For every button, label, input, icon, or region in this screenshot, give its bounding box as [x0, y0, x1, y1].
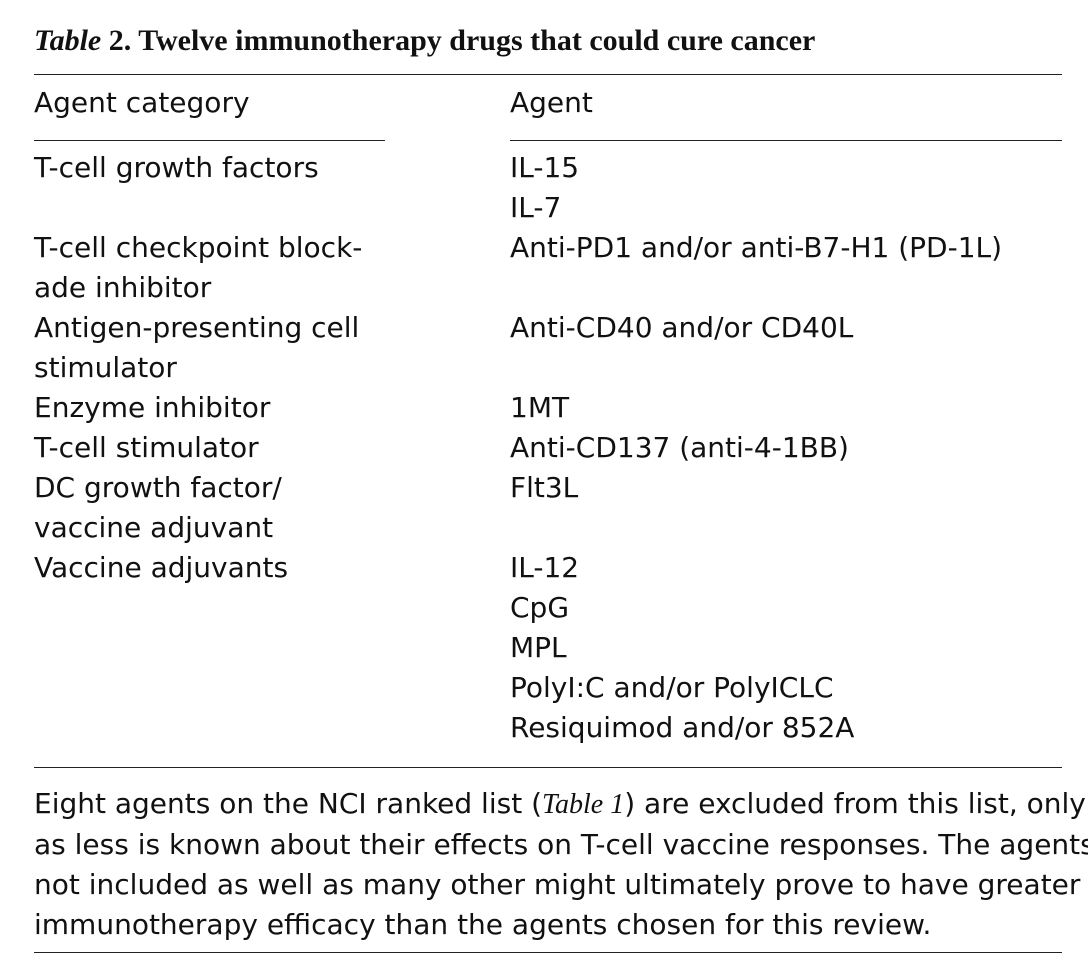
footnote-text: ) are excluded from this list, only	[624, 787, 1086, 820]
footnote-line: Eight agents on the NCI ranked list (Tab…	[34, 784, 1086, 825]
category-cell: T-cell growth factors	[34, 151, 319, 184]
column-header-category: Agent category	[34, 86, 250, 119]
category-cell: T-cell checkpoint block-	[34, 231, 363, 264]
footnote-text: Eight agents on the NCI ranked list (	[34, 787, 543, 820]
agent-cell: Anti-CD40 and/or CD40L	[510, 311, 854, 344]
table-title-number: 2.	[108, 24, 132, 57]
footnote-line: as less is known about their effects on …	[34, 828, 1088, 861]
category-cell: Enzyme inhibitor	[34, 391, 271, 424]
category-cell: stimulator	[34, 351, 177, 384]
agent-cell: MPL	[510, 631, 567, 664]
agent-cell: IL-15	[510, 151, 580, 184]
table-footnote: Eight agents on the NCI ranked list (Tab…	[34, 784, 1088, 945]
footnote-bottom-rule	[34, 952, 1062, 953]
header-rule-category	[34, 140, 385, 141]
agent-cell: Resiquimod and/or 852A	[510, 711, 855, 744]
category-cell: Vaccine adjuvants	[34, 551, 289, 584]
agent-cell: Anti-CD137 (anti-4-1BB)	[510, 431, 849, 464]
table-title-prefix: Table	[34, 24, 102, 57]
header-rule-agent	[510, 140, 1062, 141]
category-cell: Antigen-presenting cell	[34, 311, 360, 344]
footnote-line: immunotherapy efficacy than the agents c…	[34, 908, 932, 941]
agent-cell: CpG	[510, 591, 570, 624]
column-header-agent: Agent	[510, 86, 593, 119]
table-title-text: Twelve immunotherapy drugs that could cu…	[138, 24, 816, 57]
category-cell: ade inhibitor	[34, 271, 212, 304]
agent-cell: Anti-PD1 and/or anti-B7-H1 (PD-1L)	[510, 231, 1003, 264]
category-cell: T-cell stimulator	[34, 431, 259, 464]
table-reference: Table 1	[542, 789, 625, 820]
agent-cell: Flt3L	[510, 471, 579, 504]
agent-cell: 1MT	[510, 391, 570, 424]
table-bottom-rule	[34, 767, 1062, 768]
top-rule	[34, 74, 1062, 75]
agent-cell: IL-12	[510, 551, 580, 584]
agent-cell: PolyI:C and/or PolyICLC	[510, 671, 834, 704]
agent-cell: IL-7	[510, 191, 562, 224]
category-cell: vaccine adjuvant	[34, 511, 274, 544]
footnote-line: not included as well as many other might…	[34, 868, 1081, 901]
table-title: Table 2. Twelve immunotherapy drugs that…	[34, 24, 815, 58]
category-cell: DC growth factor/	[34, 471, 282, 504]
